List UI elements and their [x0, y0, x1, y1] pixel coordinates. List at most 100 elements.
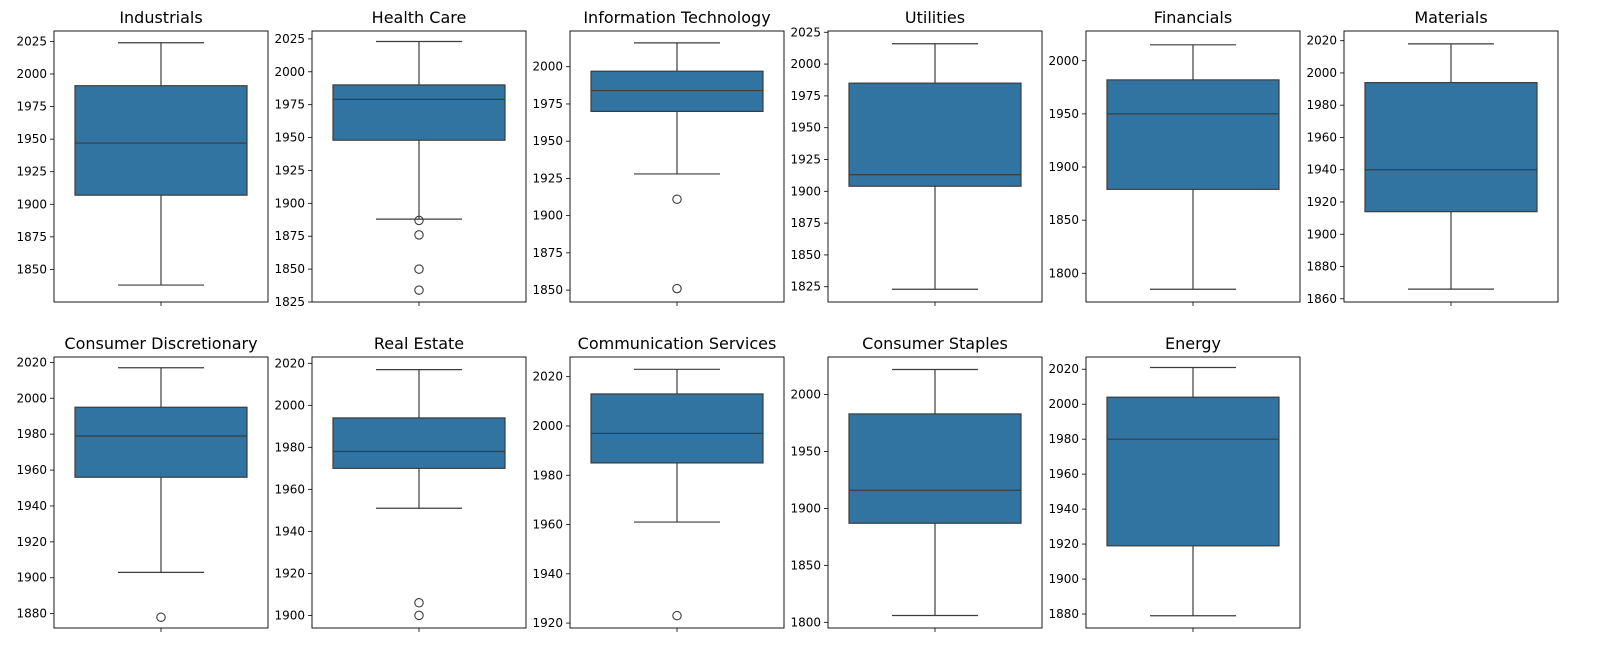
outlier-point [672, 283, 682, 294]
outlier-point [414, 215, 424, 226]
subplot-consumer-discretionary: Consumer Discretionary 1880 1900 1920 1940 19… [16, 334, 269, 632]
y-tick-label: 1900 [16, 571, 47, 585]
outlier-point [414, 285, 424, 295]
subplot-title: Utilities [905, 8, 965, 27]
subplot-title: Materials [1414, 8, 1487, 27]
axes-frame [311, 356, 527, 629]
outlier-point [414, 264, 424, 274]
y-tick-label: 1940 [1306, 163, 1337, 177]
outlier-point [672, 194, 682, 205]
axes-frame [569, 30, 785, 303]
y-tick-label: 2000 [16, 391, 47, 405]
y-tick-label: 1960 [1306, 130, 1337, 144]
outlier-point [414, 610, 424, 621]
y-tick-label: 1825 [274, 295, 305, 309]
y-tick-label: 1980 [532, 468, 563, 482]
outlier-point [414, 230, 424, 240]
y-tick-label: 1980 [274, 440, 305, 454]
y-tick-label: 1950 [532, 134, 563, 148]
iqr-box [1106, 79, 1280, 190]
subplot-information-technology: Information Technology 1850 1875 1900 1925 19… [532, 8, 785, 306]
subplot-energy: Energy 1880 1900 1920 1940 1960 1980 2000 2020 [1048, 334, 1301, 632]
y-tick-label: 1940 [532, 567, 563, 581]
y-tick-label: 1860 [1306, 292, 1337, 306]
subplot-consumer-staples: Consumer Staples 1800 1850 1900 1950 2000 [790, 334, 1043, 632]
y-tick-label: 1850 [532, 283, 563, 297]
y-tick-label: 1825 [790, 280, 821, 294]
y-tick-label: 1875 [790, 216, 821, 230]
y-tick-label: 1975 [16, 100, 47, 114]
y-tick-label: 2000 [790, 388, 821, 402]
subplot-title: Communication Services [578, 334, 777, 353]
subplot-health-care: Health Care 1825 1850 1875 1900 1925 1950 1975 2… [274, 8, 527, 309]
y-tick-label: 1800 [790, 615, 821, 629]
y-tick-label: 1800 [1048, 266, 1079, 280]
y-tick-label: 1920 [274, 566, 305, 580]
y-tick-label: 1850 [16, 262, 47, 276]
y-tick-label: 1960 [274, 482, 305, 496]
y-tick-label: 2000 [532, 419, 563, 433]
axes-frame [569, 356, 785, 629]
iqr-box [74, 406, 248, 478]
subplot-materials: Materials 1860 1880 1900 1920 1940 1960 1980 200… [1306, 8, 1559, 306]
y-tick-label: 1960 [16, 463, 47, 477]
y-tick-label: 1980 [1306, 98, 1337, 112]
y-tick-label: 2000 [274, 398, 305, 412]
y-tick-label: 1880 [1048, 607, 1079, 621]
y-tick-label: 1875 [274, 229, 305, 243]
y-tick-label: 2020 [1048, 362, 1079, 376]
subplot-utilities: Utilities 1825 1850 1875 1900 1925 1950 1975 200… [790, 8, 1043, 306]
y-tick-label: 2000 [274, 65, 305, 79]
iqr-box [1364, 82, 1538, 213]
y-tick-label: 2000 [532, 60, 563, 74]
y-tick-label: 1900 [790, 501, 821, 515]
y-tick-label: 1920 [16, 535, 47, 549]
y-tick-label: 2020 [1306, 34, 1337, 48]
y-tick-label: 1940 [274, 524, 305, 538]
subplot-real-estate: Real Estate 1900 1920 1940 1960 1980 2000 2020 [274, 334, 527, 632]
y-tick-label: 1975 [274, 98, 305, 112]
y-tick-label: 1850 [274, 262, 305, 276]
y-tick-label: 1900 [1306, 227, 1337, 241]
y-tick-label: 1925 [790, 153, 821, 167]
y-tick-label: 2025 [274, 32, 305, 46]
y-tick-label: 1900 [16, 197, 47, 211]
y-tick-label: 1920 [1306, 195, 1337, 209]
y-tick-label: 1900 [1048, 572, 1079, 586]
iqr-box [74, 85, 248, 196]
y-tick-label: 1900 [790, 184, 821, 198]
y-tick-label: 1925 [274, 163, 305, 177]
axes-frame [827, 30, 1043, 303]
y-tick-label: 1980 [1048, 432, 1079, 446]
y-tick-label: 2000 [1048, 54, 1079, 68]
y-tick-label: 1920 [1048, 537, 1079, 551]
y-tick-label: 1975 [790, 89, 821, 103]
y-tick-label: 1950 [1048, 107, 1079, 121]
y-tick-label: 2025 [16, 34, 47, 48]
subplot-title: Energy [1165, 334, 1221, 353]
iqr-box [590, 393, 764, 464]
y-tick-label: 1975 [532, 97, 563, 111]
y-tick-label: 2000 [1306, 66, 1337, 80]
y-tick-label: 1950 [790, 445, 821, 459]
subplot-communication-services: Communication Services 1920 1940 1960 1980 20… [532, 334, 785, 632]
axes-frame [311, 30, 527, 303]
y-tick-label: 1880 [16, 607, 47, 621]
y-tick-label: 1925 [16, 165, 47, 179]
y-tick-label: 1850 [790, 248, 821, 262]
axes-frame [827, 356, 1043, 629]
axes-frame [1085, 30, 1301, 303]
y-tick-label: 1900 [1048, 160, 1079, 174]
iqr-box [590, 70, 764, 113]
y-tick-label: 1875 [532, 246, 563, 260]
subplot-title: Health Care [372, 8, 467, 27]
y-tick-label: 2000 [790, 57, 821, 71]
outlier-point [414, 598, 424, 608]
y-tick-label: 1925 [532, 171, 563, 185]
iqr-box [332, 417, 506, 469]
y-tick-label: 1880 [1306, 260, 1337, 274]
y-tick-label: 1940 [1048, 502, 1079, 516]
subplot-title: Consumer Staples [862, 334, 1008, 353]
y-tick-label: 1850 [790, 558, 821, 572]
